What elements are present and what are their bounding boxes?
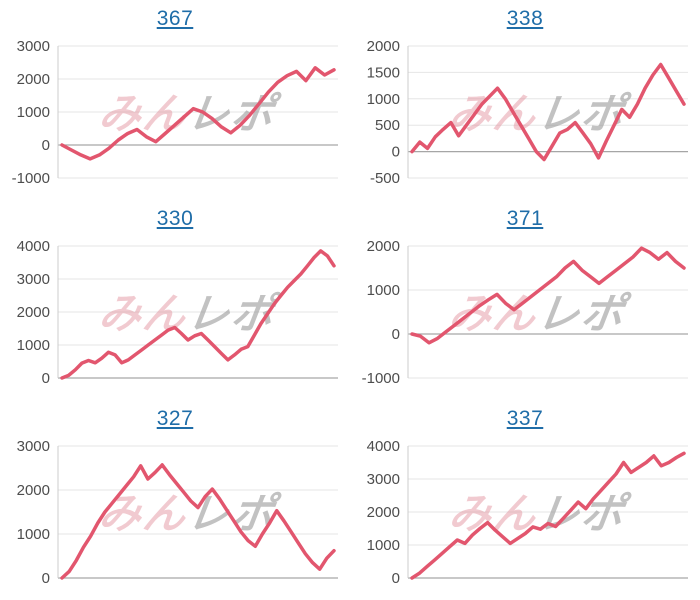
slump-line-chart: 4000 3000 2000 1000 0 みんレポ — [17, 238, 338, 387]
slump-graph-line — [410, 246, 686, 345]
y-axis-tick-label: 1500 — [367, 64, 400, 81]
chart-title-row: 367 — [0, 0, 350, 38]
y-axis-tick-label: 1000 — [17, 337, 50, 354]
chart-title-row: 371 — [350, 200, 700, 238]
slump-graph-line — [60, 66, 336, 161]
y-axis-tick-label: 4000 — [367, 438, 400, 455]
y-axis-tick-label: 2000 — [17, 482, 50, 499]
y-axis-tick-label: 0 — [392, 570, 400, 587]
y-axis-tick-label: 0 — [42, 570, 50, 587]
chart-cell-338: 338 2000 1500 1000 500 0 -500 みんレポ — [350, 0, 700, 200]
machine-number-link[interactable]: 371 — [506, 207, 544, 230]
y-axis-tick-label: 1000 — [17, 526, 50, 543]
minrepo-watermark: みんレポ — [96, 90, 283, 137]
y-axis-tick-label: 0 — [42, 137, 50, 154]
chart-cell-330: 330 4000 3000 2000 1000 0 みんレポ — [0, 200, 350, 400]
slump-graph-line — [410, 62, 686, 162]
y-axis-tick-label: 3000 — [17, 438, 50, 455]
chart-cell-367: 367 3000 2000 1000 0 -1000 みんレポ — [0, 0, 350, 200]
chart-cell-371: 371 2000 1000 0 -1000 みんレポ — [350, 200, 700, 400]
y-axis-tick-label: 500 — [375, 117, 400, 134]
slump-graph-line — [60, 463, 336, 580]
y-axis-tick-label: 2000 — [367, 238, 400, 255]
slump-graph-line — [410, 451, 686, 580]
machine-number-link[interactable]: 337 — [506, 407, 544, 430]
machine-number-link[interactable]: 338 — [506, 7, 544, 30]
machine-number-link[interactable]: 330 — [156, 207, 194, 230]
y-axis-tick-label: 2000 — [367, 38, 400, 55]
chart-title-row: 327 — [0, 400, 350, 438]
y-axis-tick-label: 3000 — [17, 38, 50, 55]
y-axis-tick-label: 3000 — [367, 471, 400, 488]
slump-line-chart: 3000 2000 1000 0 -1000 みんレポ — [12, 38, 338, 187]
slump-graph-line — [60, 249, 336, 380]
y-axis-tick-label: 3000 — [17, 271, 50, 288]
y-axis-tick-label: 1000 — [17, 104, 50, 121]
minrepo-watermark: みんレポ — [96, 490, 283, 537]
minrepo-watermark: みんレポ — [446, 290, 633, 337]
chart-title-row: 330 — [0, 200, 350, 238]
y-axis-tick-label: 0 — [392, 144, 400, 161]
y-axis-tick-label: 2000 — [17, 304, 50, 321]
slump-line-chart: 2000 1000 0 -1000 みんレポ — [362, 238, 688, 387]
chart-title-row: 338 — [350, 0, 700, 38]
minrepo-watermark: みんレポ — [96, 290, 283, 337]
y-axis-tick-label: 0 — [42, 370, 50, 387]
y-axis-tick-label: 1000 — [367, 282, 400, 299]
y-axis-tick-label: 2000 — [17, 71, 50, 88]
y-axis-tick-label: 0 — [392, 326, 400, 343]
y-axis-tick-label: -500 — [370, 170, 400, 187]
y-axis-tick-label: 1000 — [367, 91, 400, 108]
chart-cell-327: 327 3000 2000 1000 0 みんレポ — [0, 400, 350, 600]
chart-title-row: 337 — [350, 400, 700, 438]
y-axis-tick-label: -1000 — [362, 370, 400, 387]
y-axis-tick-label: 2000 — [367, 504, 400, 521]
y-axis-tick-label: -1000 — [12, 170, 50, 187]
slump-line-chart: 3000 2000 1000 0 みんレポ — [17, 438, 338, 587]
chart-cell-337: 337 4000 3000 2000 1000 0 みんレポ — [350, 400, 700, 600]
machine-number-link[interactable]: 327 — [156, 407, 194, 430]
machine-number-link[interactable]: 367 — [156, 7, 194, 30]
y-axis-tick-label: 1000 — [367, 537, 400, 554]
y-axis-tick-label: 4000 — [17, 238, 50, 255]
